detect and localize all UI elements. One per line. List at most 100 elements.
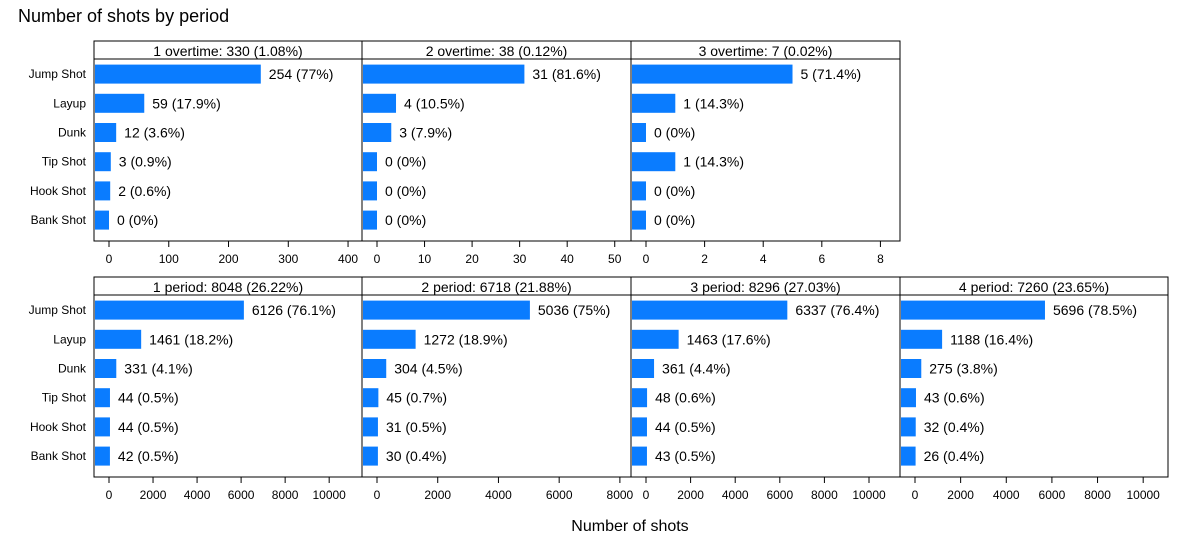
bar-value-label: 254 (77%) bbox=[269, 66, 334, 82]
x-tick-label: 8000 bbox=[272, 488, 299, 502]
bar bbox=[632, 359, 655, 378]
bar bbox=[901, 446, 916, 466]
bar bbox=[363, 93, 397, 113]
category-label: Jump Shot bbox=[29, 303, 87, 317]
bar-value-label: 4 (10.5%) bbox=[404, 95, 465, 111]
bar-value-label: 361 (4.4%) bbox=[662, 361, 730, 377]
panel-2: 2 overtime: 38 (0.12%) 31 (81.6%) 4 (10.5%… bbox=[361, 40, 632, 266]
x-tick-label: 20 bbox=[465, 252, 479, 266]
bar bbox=[363, 181, 377, 201]
bar-value-label: 3 (7.9%) bbox=[399, 125, 452, 141]
panel-title: 2 period: 6718 (21.88%) bbox=[421, 279, 571, 295]
bar-value-label: 48 (0.6%) bbox=[655, 390, 716, 406]
bar bbox=[95, 210, 109, 230]
bar bbox=[363, 123, 392, 142]
panel-1: 1 overtime: 330 (1.08%) 254 (77%) 59 (17.9… bbox=[93, 40, 363, 266]
bar-value-label: 59 (17.9%) bbox=[152, 95, 220, 111]
panel-frame bbox=[899, 276, 1169, 478]
chart-title: Number of shots by period bbox=[18, 6, 230, 26]
x-tick-label: 200 bbox=[219, 252, 239, 266]
x-tick-label: 2000 bbox=[140, 488, 167, 502]
bar-value-label: 0 (0%) bbox=[654, 212, 695, 228]
x-tick-label: 6000 bbox=[228, 488, 255, 502]
panel-title: 4 period: 7260 (23.65%) bbox=[959, 279, 1109, 295]
x-tick-label: 4000 bbox=[184, 488, 211, 502]
bar-value-label: 44 (0.5%) bbox=[118, 419, 179, 435]
panel-4: 1 period: 8048 (26.22%) 6126 (76.1%) 1461 … bbox=[93, 276, 363, 502]
bar bbox=[632, 64, 793, 84]
x-tick-label: 6000 bbox=[766, 488, 793, 502]
category-label: Hook Shot bbox=[30, 420, 87, 434]
bar-value-label: 31 (81.6%) bbox=[532, 66, 600, 82]
bar bbox=[632, 93, 676, 113]
bar bbox=[632, 123, 646, 142]
panel-title: 2 overtime: 38 (0.12%) bbox=[426, 43, 568, 59]
bar bbox=[95, 300, 244, 320]
x-tick-label: 0 bbox=[106, 488, 113, 502]
bar-value-label: 1 (14.3%) bbox=[683, 154, 744, 170]
bar-value-label: 0 (0%) bbox=[385, 183, 426, 199]
category-label: Hook Shot bbox=[30, 184, 87, 198]
panel-3: 3 overtime: 7 (0.02%) 5 (71.4%) 1 (14.3%) 0… bbox=[630, 40, 901, 266]
x-tick-label: 8 bbox=[877, 252, 884, 266]
bar-value-label: 45 (0.7%) bbox=[386, 390, 447, 406]
panel-title: 1 overtime: 330 (1.08%) bbox=[153, 43, 302, 59]
bar bbox=[901, 329, 943, 349]
bar-value-label: 0 (0%) bbox=[654, 183, 695, 199]
x-tick-label: 2000 bbox=[677, 488, 704, 502]
x-tick-label: 30 bbox=[513, 252, 527, 266]
bar-value-label: 32 (0.4%) bbox=[924, 419, 985, 435]
bar-value-label: 1461 (18.2%) bbox=[149, 331, 233, 347]
bar bbox=[95, 388, 110, 408]
bar bbox=[632, 446, 647, 466]
bar-value-label: 2 (0.6%) bbox=[118, 183, 171, 199]
bar-value-label: 6126 (76.1%) bbox=[252, 302, 336, 318]
bar-value-label: 42 (0.5%) bbox=[118, 448, 179, 464]
category-label: Layup bbox=[53, 332, 86, 346]
bar-value-label: 1463 (17.6%) bbox=[687, 331, 771, 347]
panel-title: 3 overtime: 7 (0.02%) bbox=[699, 43, 833, 59]
x-tick-label: 6000 bbox=[1039, 488, 1066, 502]
bar-value-label: 0 (0%) bbox=[117, 212, 158, 228]
x-tick-label: 0 bbox=[643, 488, 650, 502]
bar-value-label: 44 (0.5%) bbox=[118, 390, 179, 406]
bar-value-label: 6337 (76.4%) bbox=[795, 302, 879, 318]
bar bbox=[632, 388, 648, 408]
bar-value-label: 31 (0.5%) bbox=[386, 419, 447, 435]
x-tick-label: 10000 bbox=[852, 488, 886, 502]
x-tick-label: 8000 bbox=[811, 488, 838, 502]
bar bbox=[363, 210, 377, 230]
x-tick-label: 10000 bbox=[1126, 488, 1160, 502]
bar-value-label: 0 (0%) bbox=[385, 154, 426, 170]
bar bbox=[901, 417, 916, 437]
bar bbox=[901, 359, 922, 378]
bar-value-label: 0 (0%) bbox=[385, 212, 426, 228]
bar bbox=[632, 329, 679, 349]
category-label: Bank Shot bbox=[31, 449, 87, 463]
panel-title: 3 period: 8296 (27.03%) bbox=[690, 279, 840, 295]
category-label: Dunk bbox=[58, 362, 87, 376]
x-tick-label: 6 bbox=[818, 252, 825, 266]
x-tick-label: 0 bbox=[374, 488, 381, 502]
bar bbox=[95, 64, 261, 84]
category-label: Layup bbox=[53, 96, 86, 110]
x-tick-label: 4000 bbox=[722, 488, 749, 502]
x-tick-label: 0 bbox=[912, 488, 919, 502]
bar bbox=[95, 181, 111, 201]
x-tick-label: 10 bbox=[418, 252, 432, 266]
x-tick-label: 10000 bbox=[312, 488, 346, 502]
bar bbox=[632, 210, 646, 230]
bar bbox=[95, 359, 117, 378]
bar-value-label: 30 (0.4%) bbox=[386, 448, 447, 464]
x-axis-label: Number of shots bbox=[571, 518, 689, 535]
bar-value-label: 3 (0.9%) bbox=[119, 154, 172, 170]
bar-value-label: 5036 (75%) bbox=[538, 302, 610, 318]
x-tick-label: 4000 bbox=[993, 488, 1020, 502]
x-tick-label: 6000 bbox=[546, 488, 573, 502]
x-tick-label: 50 bbox=[608, 252, 622, 266]
x-tick-label: 8000 bbox=[1084, 488, 1111, 502]
bar bbox=[632, 181, 646, 201]
bar-value-label: 1188 (16.4%) bbox=[950, 331, 1033, 347]
category-label: Tip Shot bbox=[42, 155, 87, 169]
x-tick-label: 40 bbox=[561, 252, 575, 266]
